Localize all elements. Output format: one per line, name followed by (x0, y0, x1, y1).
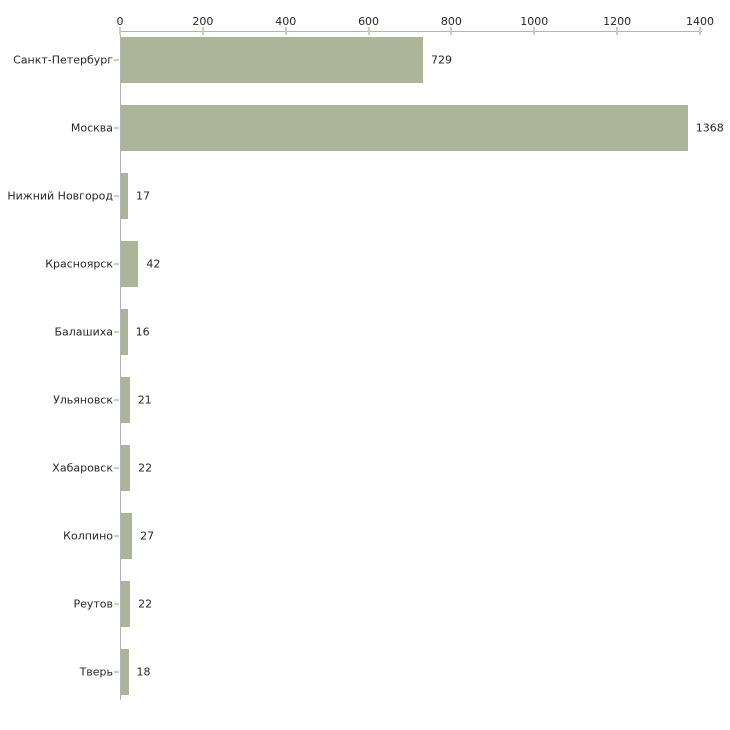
y-tick-mark (114, 331, 119, 333)
bar (121, 581, 131, 627)
x-tick-label: 1400 (686, 15, 714, 28)
value-label: 27 (140, 529, 155, 543)
x-tick-mark (367, 27, 370, 35)
x-axis-line (120, 31, 702, 32)
y-tick-mark (114, 671, 119, 673)
bar (121, 309, 128, 355)
y-tick-mark (114, 263, 119, 265)
category-label: Балашиха (54, 325, 113, 339)
chart-row: Санкт-Петербург 729 (0, 26, 730, 94)
bar (121, 445, 131, 491)
bar (121, 649, 129, 695)
x-tick-mark (450, 27, 453, 35)
chart-row: Тверь 18 (0, 638, 730, 706)
chart-row: Ульяновск 21 (0, 366, 730, 434)
category-label: Хабаровск (52, 461, 113, 475)
x-axis: 0 200 400 600 800 1000 1200 1400 (0, 0, 730, 31)
category-label: Санкт-Петербург (13, 53, 113, 67)
x-tick-label: 0 (116, 15, 124, 28)
value-label: 22 (138, 461, 153, 475)
y-tick-mark (114, 467, 119, 469)
bar (121, 37, 423, 83)
x-tick-label: 800 (440, 15, 462, 28)
chart-row: Колпино 27 (0, 502, 730, 570)
bar (121, 105, 688, 151)
bar (121, 241, 139, 287)
chart-row: Нижний Новгород 17 (0, 162, 730, 230)
bar (121, 513, 133, 559)
bar (121, 173, 128, 219)
category-label: Реутов (73, 597, 113, 611)
y-axis-line (120, 31, 121, 700)
category-label: Колпино (63, 529, 113, 543)
y-tick-mark (114, 127, 119, 129)
chart-row: Реутов 22 (0, 570, 730, 638)
x-tick-mark (699, 27, 701, 35)
x-tick-mark (119, 27, 121, 35)
x-tick-label: 1000 (520, 15, 549, 28)
value-label: 17 (136, 189, 151, 203)
x-tick-mark (616, 27, 619, 35)
category-label: Москва (70, 121, 113, 135)
x-tick-mark (284, 27, 287, 35)
value-label: 21 (137, 393, 152, 407)
x-tick-mark (201, 27, 204, 35)
bar (121, 377, 130, 423)
y-tick-mark (114, 195, 119, 197)
chart-row: Балашиха 16 (0, 298, 730, 366)
chart-row: Хабаровск 22 (0, 434, 730, 502)
y-tick-mark (114, 399, 119, 401)
value-label: 1368 (695, 121, 724, 135)
category-label: Красноярск (45, 257, 113, 271)
value-label: 729 (431, 53, 452, 67)
x-tick-label: 1200 (603, 15, 632, 28)
x-tick-label: 600 (358, 15, 380, 28)
value-label: 42 (146, 257, 161, 271)
y-tick-mark (114, 59, 119, 61)
chart-rows: Санкт-Петербург 729 Москва 1368 Нижний Новго… (0, 26, 730, 706)
chart-row: Москва 1368 (0, 94, 730, 162)
category-label: Ульяновск (53, 393, 113, 407)
x-tick-label: 400 (275, 15, 297, 28)
value-label: 16 (135, 325, 150, 339)
value-label: 18 (136, 665, 151, 679)
category-label: Нижний Новгород (7, 189, 113, 203)
x-tick-label: 200 (192, 15, 214, 28)
chart-row: Красноярск 42 (0, 230, 730, 298)
y-tick-mark (114, 535, 119, 537)
y-tick-mark (114, 603, 119, 605)
category-label: Тверь (79, 665, 113, 679)
value-label: 22 (138, 597, 153, 611)
x-tick-mark (533, 27, 536, 35)
